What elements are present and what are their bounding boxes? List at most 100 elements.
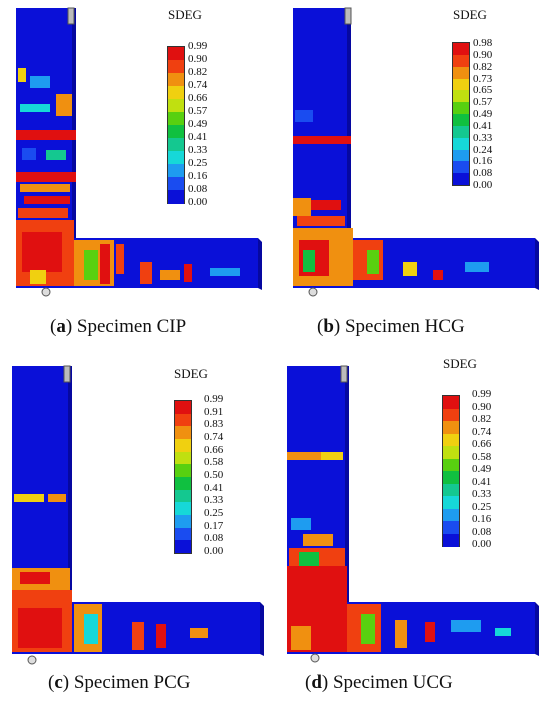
legend-color-swatch [443,496,459,509]
legend-color-swatch [443,521,459,534]
legend-color-swatch [168,73,184,87]
legend-color-swatch [443,508,459,522]
legend-color-swatch [443,471,459,484]
legend-tick-label: 0.41 [473,119,493,132]
legend-tick-label: 0.82 [188,66,208,78]
legend-title-b: SDEG [453,7,487,22]
legend-tick-label: 0.83 [204,418,224,431]
legend-tick-label: 0.25 [188,157,208,169]
legend-tick-label: 0.74 [204,431,224,443]
legend-color-swatch [453,137,469,150]
legend-tick-label: 0.65 [473,84,493,97]
caption-d: (d) Specimen UCG [305,672,453,693]
legend-color-swatch [453,43,469,56]
legend-color-swatch [168,138,184,152]
legend-tick-label: 0.00 [472,538,492,550]
legend-tick-label: 0.33 [204,494,224,507]
legend-color-swatch [168,151,184,165]
legend-color-swatch [453,114,469,127]
legend-tick-label: 0.74 [188,79,208,91]
legend-color-swatch [453,125,469,139]
caption-a: (a) Specimen CIP [50,316,187,337]
legend-color-swatch [175,413,191,427]
legend-color-swatch [443,446,459,459]
legend-color-swatch [453,66,469,79]
legend-color-swatch [443,483,459,497]
contour-plot-c [12,365,264,665]
legend-tick-label: 0.90 [473,48,493,61]
legend-color-swatch [168,86,184,100]
legend-tick-label: 0.16 [472,513,492,525]
legend-tick-label: 0.41 [472,475,492,488]
legend-color-swatch [453,149,469,162]
legend-color-swatch [443,458,459,472]
legend-title-c: SDEG [174,366,208,381]
legend-color-swatch [175,489,191,503]
legend-tick-label: 0.66 [204,443,224,456]
legend-color-swatch [168,112,184,126]
legend-color-swatch [168,47,184,61]
legend-title-d: SDEG [443,356,477,371]
legend-color-swatch [168,125,184,139]
legend-color-swatch [453,78,469,91]
legend-tick-label: 0.33 [472,488,492,500]
legend-tick-label: 0.16 [473,155,493,168]
contour-plot-d [287,365,539,663]
legend-color-swatch [168,60,184,74]
legend-color-swatch [443,421,459,434]
legend-tick-label: 0.49 [188,118,208,130]
legend-tick-label: 0.99 [188,40,208,52]
legend-color-swatch [453,54,469,68]
legend-tick-label: 0.73 [473,72,493,85]
legend-tick-label: 0.08 [473,167,493,180]
caption-c: (c) Specimen PCG [48,672,191,693]
legend-tick-label: 0.91 [204,405,224,418]
legend-tick-label: 0.57 [188,105,208,117]
legend-color-swatch [175,451,191,465]
legend-color-swatch [168,177,184,191]
legend-color-swatch [175,426,191,440]
legend-tick-label: 0.41 [188,131,208,143]
legend-tick-label: 0.33 [473,131,493,144]
contour-plot-a [16,7,262,297]
panel-b: SDEG (b) Specimen HCG 0.98 0.90 0.82 0.73 0.… [275,0,550,358]
legend-tick-label: 0.49 [473,108,493,120]
legend-color-swatch [175,502,191,516]
legend-color-swatch [453,173,469,186]
legend-tick-label: 0.00 [188,196,208,208]
legend-bar-a [167,46,185,204]
legend-tick-label: 0.08 [204,532,224,545]
legend-tick-label: 0.25 [204,507,224,519]
panel-a: SDEG (a) Specimen CIP 0.99 0.90 0.82 0.74 0.… [0,0,275,358]
legend-color-swatch [168,99,184,113]
legend-tick-label: 0.00 [473,179,493,191]
legend-tick-label: 0.74 [472,425,492,438]
legend-tick-label: 0.17 [204,519,224,532]
panel-c: SDEG (c) Specimen PCG 0.99 0.91 0.83 0.74 0.… [0,358,275,716]
legend-bar-d [442,395,460,547]
legend-tick-label: 0.98 [473,37,493,49]
legend-tick-label: 0.49 [472,463,492,475]
legend-tick-label: 0.99 [204,393,224,405]
legend-tick-label: 0.08 [472,525,492,538]
legend-tick-label: 0.58 [204,456,224,469]
legend-tick-label: 0.66 [188,92,208,104]
legend-tick-label: 0.41 [204,481,224,494]
legend-tick-label: 0.90 [472,400,492,413]
legend-color-swatch [175,477,191,491]
legend-color-swatch [443,533,459,547]
legend-tick-label: 0.82 [472,413,492,425]
legend-tick-label: 0.66 [472,438,492,450]
legend-color-swatch [443,433,459,447]
legend-color-swatch [175,540,191,554]
legend-tick-label: 0.16 [188,170,208,182]
legend-color-swatch [168,190,184,204]
legend-tick-label: 0.58 [472,450,492,463]
legend-bar-c [174,400,192,554]
legend-color-swatch [443,408,459,422]
legend-title-a: SDEG [168,7,202,22]
legend-tick-label: 0.50 [204,469,224,481]
legend-color-swatch [175,439,191,453]
legend-color-swatch [168,164,184,178]
legend-color-swatch [175,401,191,415]
